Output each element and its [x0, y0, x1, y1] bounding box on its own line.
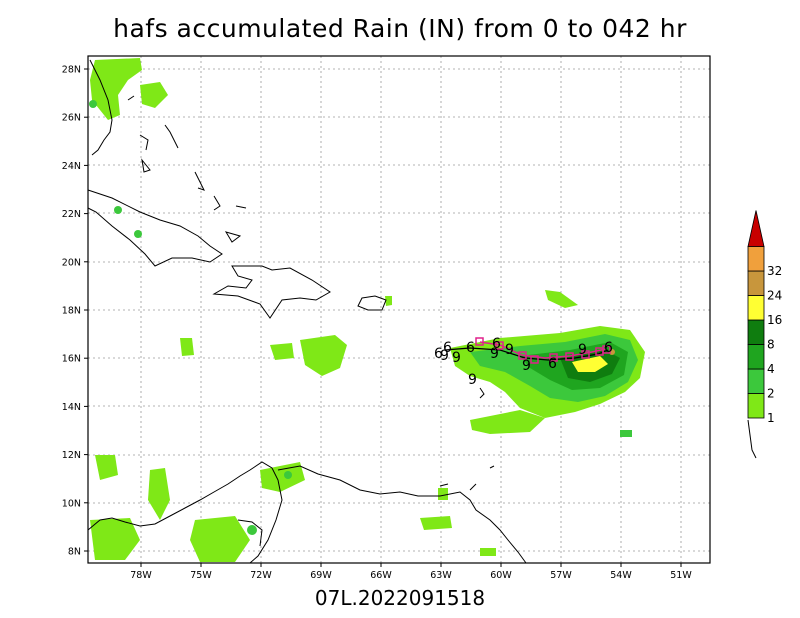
lat-label: 14N: [62, 402, 81, 413]
colorbar-segment: [747, 319, 765, 345]
track-symbol: 9: [452, 350, 461, 366]
colorbar-segment: [747, 246, 765, 272]
track-symbol: 9: [505, 342, 514, 358]
lat-label: 24N: [62, 161, 81, 172]
track-symbol: 6: [443, 340, 452, 356]
track-symbol: 6: [492, 336, 501, 352]
track-symbol: 9: [440, 348, 449, 364]
lon-label: 51W: [670, 570, 692, 581]
lon-label: 54W: [610, 570, 632, 581]
lon-label: 66W: [370, 570, 392, 581]
lat-label: 8N: [68, 547, 81, 558]
track-symbol: 9: [522, 358, 531, 374]
colorbar-label: 8: [767, 338, 775, 352]
lon-label: 69W: [310, 570, 332, 581]
colorbar-label: 2: [767, 387, 775, 401]
colorbar-label: 24: [767, 289, 782, 303]
track-symbol: 6: [466, 340, 475, 356]
lat-label: 18N: [62, 306, 81, 317]
colorbar-segment: [747, 295, 765, 321]
colorbar-segment: [747, 393, 765, 419]
storm-id-datetime: 07L.2022091518: [314, 586, 486, 610]
lat-label: 26N: [62, 113, 81, 124]
colorbar-label: 1: [767, 411, 775, 425]
lat-label: 22N: [62, 209, 81, 220]
colorbar-label: 32: [767, 264, 782, 278]
track-symbol: 9: [468, 372, 477, 388]
lon-label: 60W: [490, 570, 512, 581]
map-title: hafs accumulated Rain (IN) from 0 to 042…: [113, 14, 687, 43]
lon-label: 57W: [550, 570, 572, 581]
lat-label: 12N: [62, 450, 81, 461]
lon-label: 72W: [250, 570, 272, 581]
colorbar-segment: [747, 368, 765, 394]
colorbar-segment: [747, 344, 765, 370]
lat-label: 28N: [62, 65, 81, 76]
lon-label: 78W: [130, 570, 152, 581]
colorbar-label: 4: [767, 362, 775, 376]
latitude-labels: 8N 10N 12N 14N 16N 18N 20N 22N 24N 26N 28N: [62, 65, 88, 558]
colorbar-label: 16: [767, 313, 782, 327]
longitude-labels: 78W 75W 72W 69W 66W 63W 60W 57W 54W 51W: [130, 563, 692, 581]
track-symbol: 9: [578, 342, 587, 358]
coastlines: [87, 59, 757, 564]
track-symbol: 6: [434, 346, 443, 362]
track-symbol: 6: [604, 340, 613, 356]
lat-label: 10N: [62, 498, 81, 509]
lon-label: 75W: [190, 570, 212, 581]
lat-label: 20N: [62, 257, 81, 268]
colorbar-top-arrow: [747, 210, 765, 247]
storm-track: [444, 337, 611, 364]
track-symbol: 6: [548, 356, 557, 372]
colorbar-segment: [747, 270, 765, 296]
gridlines: [88, 56, 710, 563]
lat-label: 16N: [62, 354, 81, 365]
lon-label: 63W: [430, 570, 452, 581]
map-frame-bg: [88, 56, 710, 563]
track-symbol: 9: [490, 346, 499, 362]
